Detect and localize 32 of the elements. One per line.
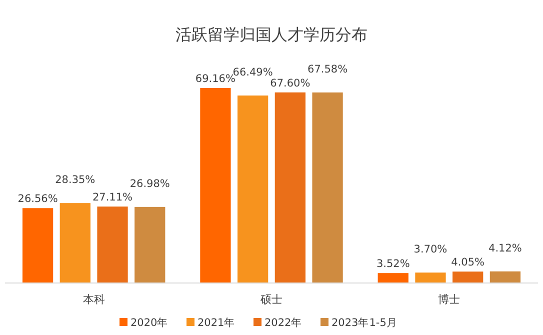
data-label: 26.98% (130, 178, 170, 190)
bar (60, 203, 90, 283)
x-tick-label: 博士 (438, 293, 460, 306)
data-label: 26.56% (18, 193, 58, 206)
legend-label: 2023年1-5月 (332, 317, 398, 329)
bar (200, 88, 231, 283)
legend-label: 2021年 (198, 317, 236, 329)
chart-title: 活跃留学归国人才学历分布 (176, 25, 368, 44)
bar (415, 272, 446, 283)
x-tick-label: 硕士 (260, 293, 282, 306)
bar (22, 208, 54, 283)
data-label: 69.16% (195, 73, 236, 85)
data-label: 27.11% (92, 192, 133, 204)
bar (312, 92, 343, 283)
data-label: 3.52% (376, 258, 410, 270)
data-label: 4.12% (488, 242, 522, 254)
bar (238, 96, 268, 283)
bar (97, 206, 128, 283)
data-label: 67.58% (308, 63, 348, 76)
bar (274, 92, 306, 283)
data-label: 66.49% (232, 66, 273, 79)
data-label: 4.05% (451, 256, 485, 269)
bar (452, 272, 484, 283)
data-label: 67.60% (270, 77, 310, 90)
legend-label: 2020年 (130, 317, 168, 329)
x-tick-label: 本科 (82, 293, 105, 306)
data-label: 28.35% (55, 174, 96, 186)
bar (134, 206, 166, 283)
data-label: 3.70% (414, 244, 448, 256)
bar (378, 273, 408, 283)
bar (490, 271, 521, 283)
legend-label: 2022年 (264, 317, 302, 329)
